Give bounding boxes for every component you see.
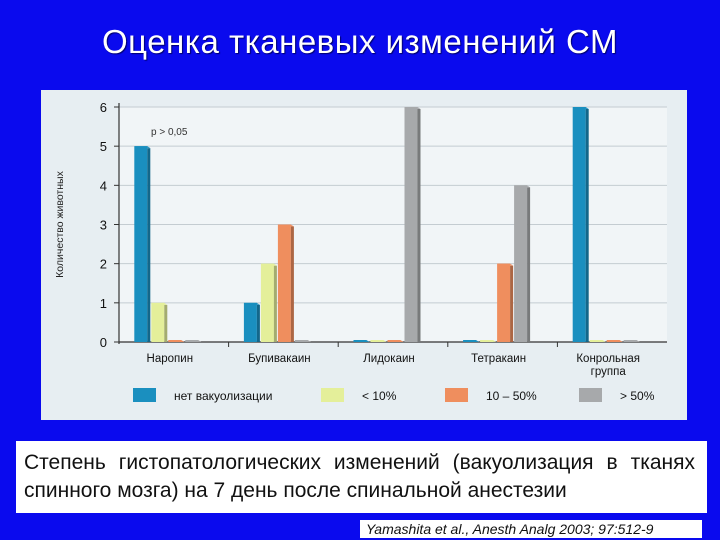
chart-panel: 0 1 2 3 4 5 6 Количество животных p > 0,05 Наропи… — [41, 90, 687, 420]
bar-top — [353, 340, 370, 342]
bar-side — [585, 109, 589, 342]
y-tick-label: 2 — [100, 257, 107, 272]
bar-top — [260, 263, 277, 266]
bar-top — [514, 185, 531, 188]
legend-label: 10 – 50% — [486, 389, 537, 403]
y-tick-label: 4 — [100, 178, 107, 193]
bar-top — [463, 340, 480, 342]
citation: Yamashita et al., Anesth Analg 2003; 97:… — [360, 520, 702, 538]
bar — [277, 224, 291, 342]
legend-swatch — [133, 388, 156, 402]
bar-top — [589, 340, 606, 342]
caption-box: Степень гистопатологических изменений (в… — [16, 441, 707, 513]
x-tick-label: Бупивакаин — [248, 353, 311, 365]
bar-top — [572, 107, 589, 109]
y-tick-label: 0 — [100, 335, 107, 350]
bar — [514, 185, 528, 342]
bar — [404, 107, 418, 342]
y-tick-label: 5 — [100, 139, 107, 154]
bar-top — [497, 263, 514, 266]
bar-top — [168, 340, 185, 342]
bar — [572, 107, 586, 342]
legend-label: > 50% — [620, 389, 655, 403]
bar-top — [294, 340, 311, 342]
y-tick-label: 1 — [100, 296, 107, 311]
legend-swatch — [445, 388, 468, 402]
bar — [134, 146, 148, 342]
bar-top — [480, 340, 497, 342]
bar-top — [185, 340, 202, 342]
y-tick-label: 6 — [100, 100, 107, 115]
bar — [243, 302, 257, 342]
bar-side — [290, 226, 294, 342]
x-tick-label: Лидокаин — [363, 353, 415, 365]
y-axis-label: Количество животных — [54, 170, 66, 277]
legend-swatch — [579, 388, 602, 402]
bar-top — [134, 146, 151, 149]
bar — [497, 263, 511, 342]
y-tick-label: 3 — [100, 218, 107, 233]
bar-top — [243, 302, 260, 305]
bar-top — [387, 340, 404, 342]
bar-top — [404, 107, 421, 109]
bar-side — [417, 109, 421, 342]
bar — [260, 263, 274, 342]
bar-top — [370, 340, 387, 342]
bar — [151, 302, 165, 342]
bar-top — [606, 340, 623, 342]
bar-side — [147, 148, 151, 342]
bar-side — [273, 265, 277, 342]
legend-label: < 10% — [362, 389, 397, 403]
x-tick-label: Наропин — [147, 353, 194, 365]
bar-side — [164, 304, 168, 342]
bar-side — [256, 304, 260, 342]
x-tick-label: Тетракаин — [471, 353, 526, 365]
x-tick-label: группа — [591, 366, 627, 378]
bar-side — [510, 265, 514, 342]
slide-title: Оценка тканевых изменений СМ — [102, 23, 618, 60]
bar-chart: 0 1 2 3 4 5 6 Количество животных p > 0,05 Наропи… — [54, 100, 667, 403]
bar-top — [623, 340, 640, 342]
legend-label: нет вакуолизации — [174, 389, 272, 403]
p-value-annotation: p > 0,05 — [151, 127, 188, 138]
bar-side — [527, 187, 531, 342]
bar-top — [151, 302, 168, 305]
bar-top — [277, 224, 294, 227]
x-tick-label: Конрольная — [576, 353, 640, 365]
legend-swatch — [321, 388, 344, 402]
caption-text: Степень гистопатологических изменений (в… — [24, 451, 695, 502]
